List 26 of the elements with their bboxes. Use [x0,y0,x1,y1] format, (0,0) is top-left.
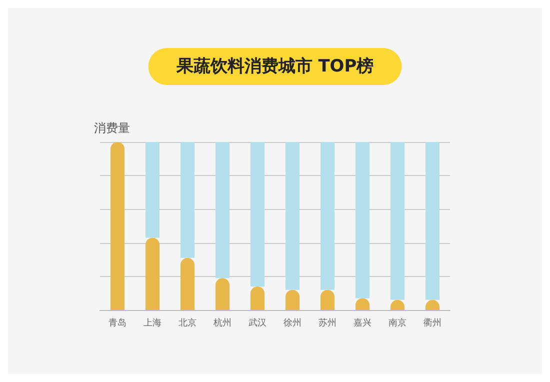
chart-title: 果蔬饮料消费城市 TOP榜 [175,56,374,76]
bar [180,142,194,258]
bar [216,142,230,278]
x-tick-label: 南京 [388,318,406,328]
x-tick-label: 青岛 [108,318,126,328]
bar [216,278,230,310]
bar [250,286,264,310]
bar [320,142,334,290]
bar [146,238,160,310]
x-tick-label: 徐州 [284,318,302,328]
y-axis-title: 消费量 [94,121,130,135]
x-tick-label: 苏州 [318,318,336,328]
bar [180,258,194,310]
bar [390,142,404,300]
bar [110,142,124,310]
x-tick-label: 上海 [144,318,162,328]
bar [356,142,370,298]
x-tick-label: 北京 [178,318,196,328]
bar [250,142,264,286]
x-tick-label: 嘉兴 [354,318,372,328]
x-tick-label: 衢州 [424,318,442,328]
bar [286,142,300,290]
x-tick-label: 武汉 [248,318,266,328]
bar [146,142,160,238]
x-tick-label: 杭州 [212,318,232,328]
bar [426,142,440,300]
